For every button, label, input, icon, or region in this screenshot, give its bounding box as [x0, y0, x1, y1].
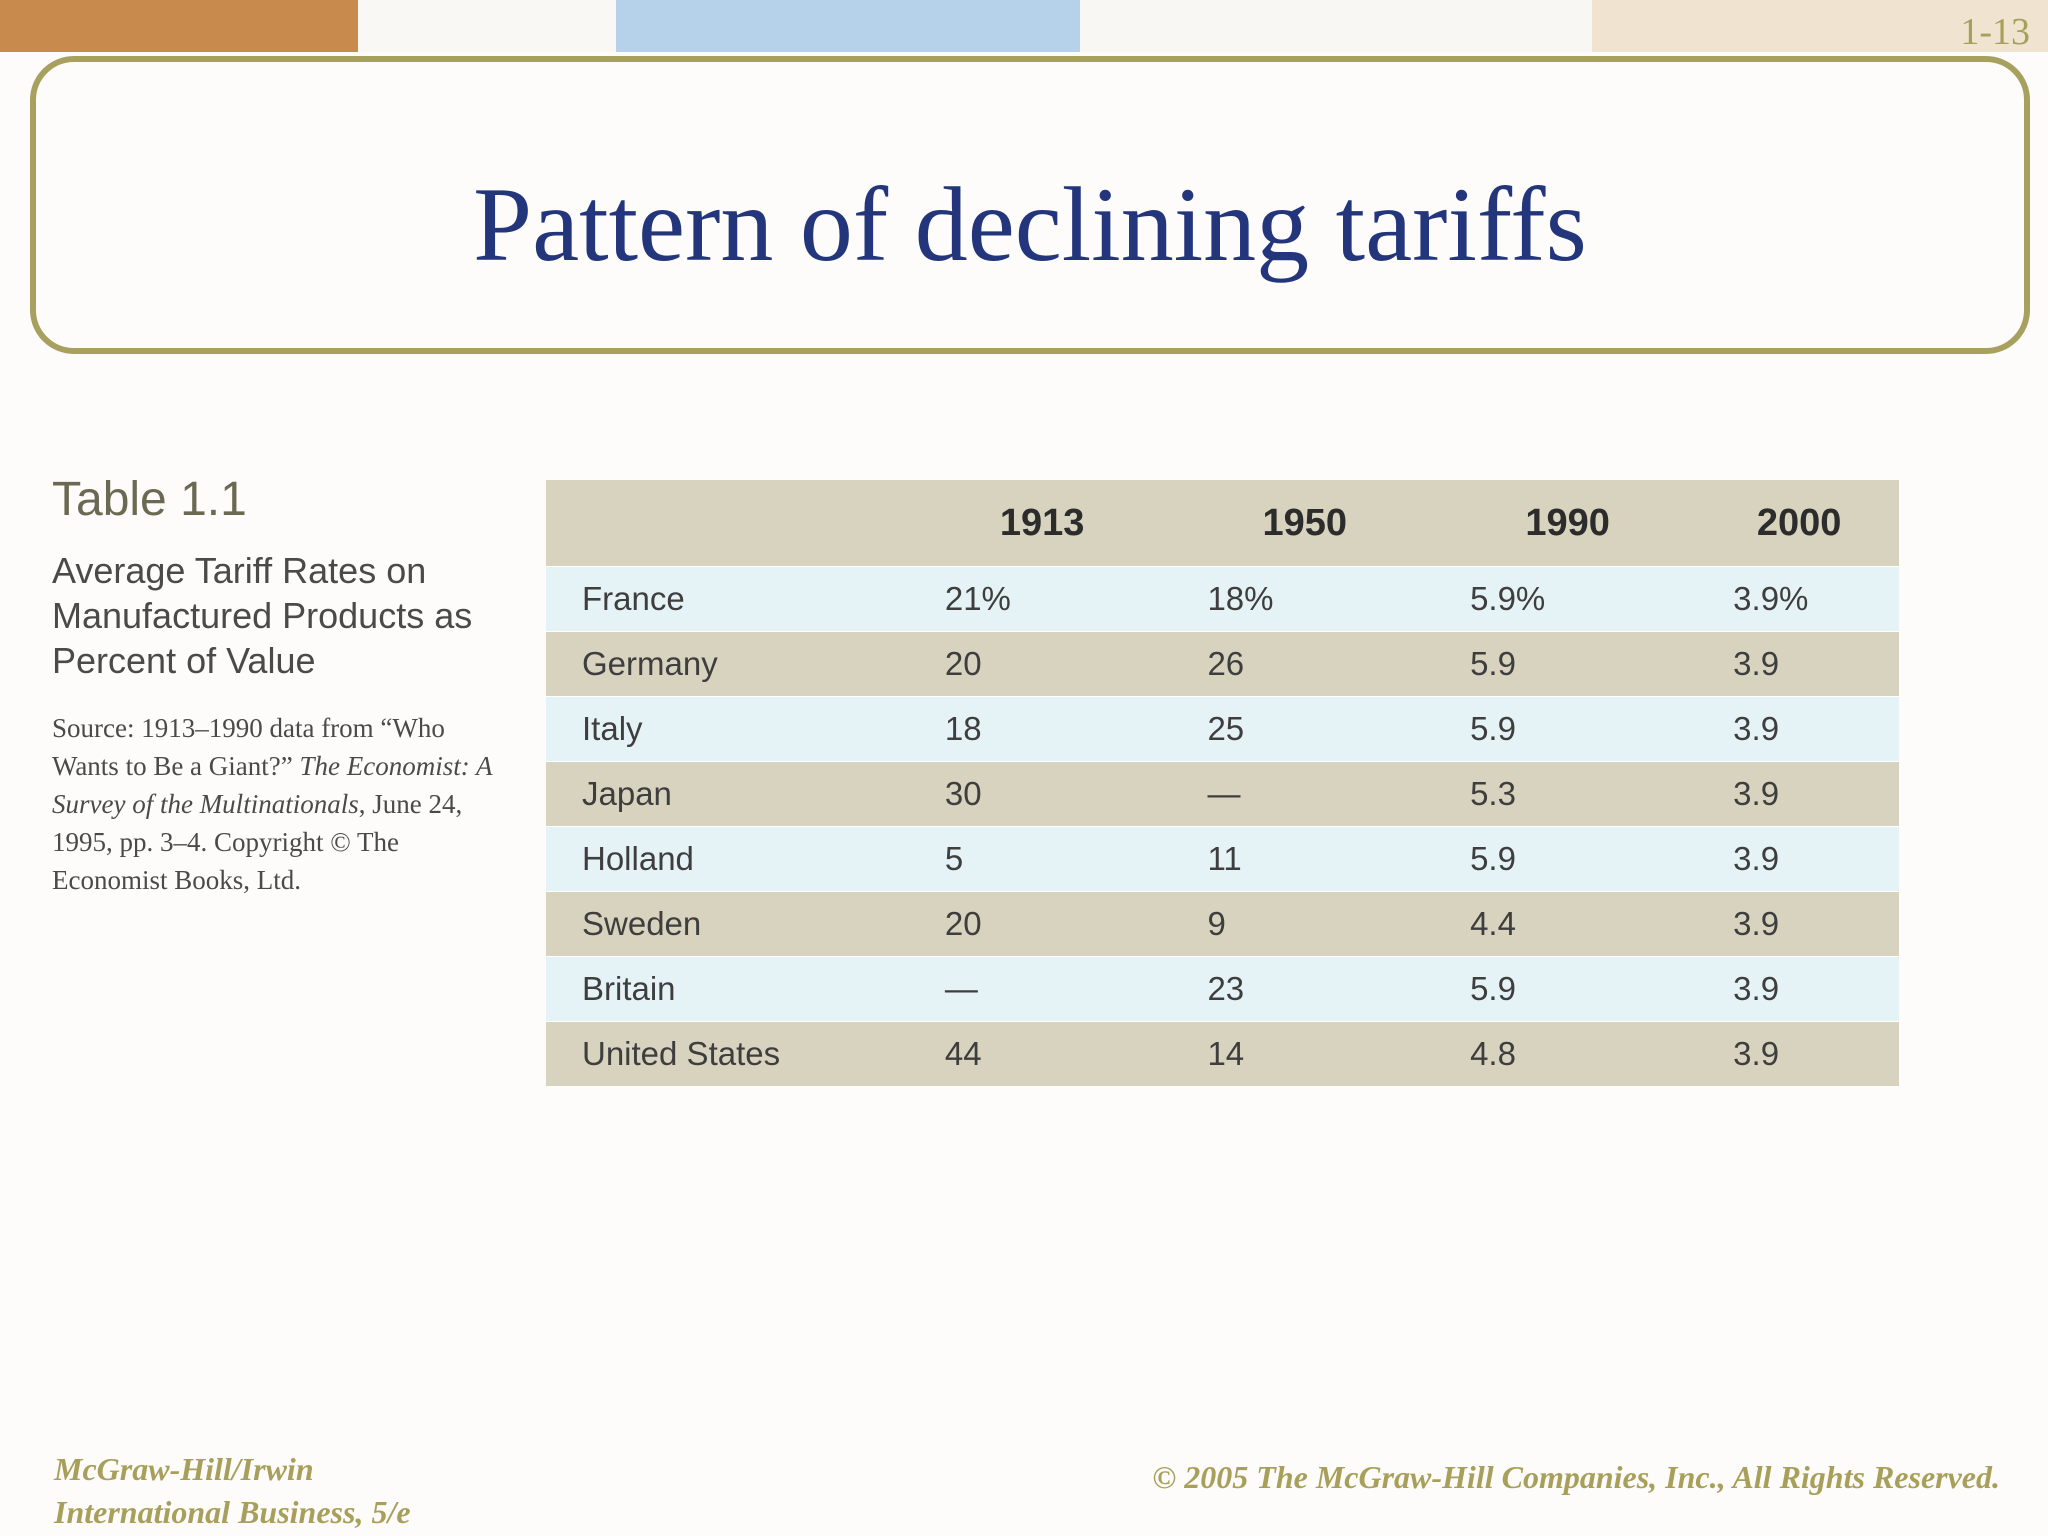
tariff-value-cell: 26: [1173, 631, 1437, 697]
tariff-value-cell: 25: [1173, 696, 1437, 762]
column-header: 1913: [910, 480, 1174, 567]
title-box: Pattern of declining tariffs: [30, 56, 2030, 354]
tariff-value-cell: 4.8: [1436, 1021, 1700, 1086]
tariff-value-cell: 5.9: [1436, 631, 1700, 697]
tariff-value-cell: 5.3: [1436, 761, 1700, 827]
country-cell: Germany: [546, 631, 911, 697]
column-header: [546, 480, 911, 567]
tariff-value-cell: 14: [1173, 1021, 1437, 1086]
country-cell: Japan: [546, 761, 911, 827]
table-row: France 21% 18% 5.9% 3.9%: [546, 566, 1899, 632]
country-cell: France: [546, 566, 911, 632]
tariff-value-cell: 9: [1173, 891, 1437, 957]
tariff-value-cell: 18: [910, 696, 1174, 762]
tariff-value-cell: 23: [1173, 956, 1437, 1022]
tariff-value-cell: 3.9: [1699, 1021, 1899, 1086]
tariff-value-cell: 21%: [910, 566, 1174, 632]
footer-copyright: © 2005 The McGraw-Hill Companies, Inc., …: [1152, 1459, 2000, 1495]
column-header: 2000: [1699, 480, 1899, 567]
tariff-value-cell: 5.9%: [1436, 566, 1700, 632]
tariff-value-cell: 3.9: [1699, 631, 1899, 697]
table-row: Italy 18 25 5.9 3.9: [546, 696, 1899, 762]
source-text: Source: 1913–1990 data from “Who Wants t…: [52, 713, 445, 781]
tariff-value-cell: 3.9: [1699, 696, 1899, 762]
country-cell: Holland: [546, 826, 911, 892]
top-color-bar: [0, 0, 2048, 52]
table-label: Table 1.1: [52, 473, 247, 526]
slide-title: Pattern of declining tariffs: [473, 166, 1587, 283]
tariff-value-cell: 3.9: [1699, 891, 1899, 957]
tariff-value-cell: 3.9: [1699, 956, 1899, 1022]
slide-number: 1-13: [1960, 11, 2030, 53]
table-row: Britain —23 5.9 3.9: [546, 956, 1899, 1022]
table-row: Sweden 20 9 4.4 3.9: [546, 891, 1899, 957]
tariff-value-cell: 3.9%: [1699, 566, 1899, 632]
table-row: Germany 20 26 5.9 3.9: [546, 631, 1899, 697]
country-cell: Britain: [546, 956, 911, 1022]
tariff-value-cell: 4.4: [1436, 891, 1700, 957]
tariff-value-cell: —: [910, 956, 1174, 1022]
table-row: United States 44 14 4.8 3.9: [546, 1021, 1899, 1086]
tariff-value-cell: 18%: [1173, 566, 1437, 632]
source-text-end: , June 24, 1995, pp. 3–4. Copyright © Th…: [52, 789, 463, 895]
color-block: [358, 0, 616, 52]
column-header: 1950: [1173, 480, 1437, 567]
tariff-value-cell: 11: [1173, 826, 1437, 892]
tariff-value-cell: 5.9: [1436, 696, 1700, 762]
source-publication: The Economist: A Survey of the Multinati…: [52, 751, 492, 819]
tariff-value-cell: 20: [910, 891, 1174, 957]
table-row: Holland 5 11 5.9 3.9: [546, 826, 1899, 892]
tariff-value-cell: 5: [910, 826, 1174, 892]
country-cell: Italy: [546, 696, 911, 762]
color-block: [1592, 0, 2048, 52]
tariff-value-cell: 5.9: [1436, 956, 1700, 1022]
column-header: 1990: [1436, 480, 1700, 567]
color-block: [1080, 0, 1592, 52]
tariff-value-cell: 20: [910, 631, 1174, 697]
tariff-value-cell: 44: [910, 1021, 1174, 1086]
table-subtitle: Average Tariff Rates on Manufactured Pro…: [52, 550, 473, 681]
publisher-name: McGraw-Hill/Irwin: [54, 1451, 314, 1487]
tariff-table: 1913 1950 1990 2000 France 21% 18% 5.9% 3.9%…: [546, 480, 1899, 1086]
country-cell: United States: [546, 1021, 911, 1086]
tariff-value-cell: 3.9: [1699, 826, 1899, 892]
color-block: [616, 0, 1080, 52]
country-cell: Sweden: [546, 891, 911, 957]
color-block: [0, 0, 358, 52]
table-source: Source: 1913–1990 data from “Who Wants t…: [52, 709, 512, 899]
table-caption: Table 1.1 Average Tariff Rates on Manufa…: [52, 476, 512, 899]
tariff-value-cell: 5.9: [1436, 826, 1700, 892]
tariff-value-cell: —: [1173, 761, 1437, 827]
table-body: France 21% 18% 5.9% 3.9% Germany 20 26 5.9 3.9 Ita…: [546, 566, 1899, 1086]
book-title: International Business, 5/e: [54, 1494, 411, 1530]
tariff-value-cell: 3.9: [1699, 761, 1899, 827]
table-header-row: 1913 1950 1990 2000: [546, 480, 1899, 567]
tariff-value-cell: 30: [910, 761, 1174, 827]
table-row: Japan 30—5.3 3.9: [546, 761, 1899, 827]
footer-publisher: McGraw-Hill/Irwin International Business…: [54, 1448, 411, 1534]
